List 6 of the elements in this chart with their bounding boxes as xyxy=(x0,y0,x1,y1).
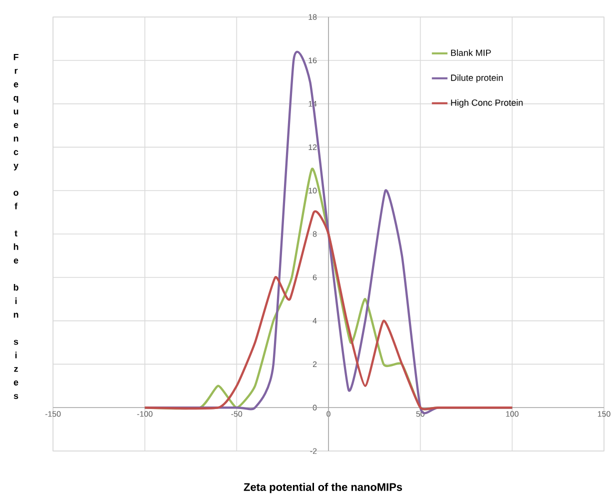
legend-label: High Conc Protein xyxy=(451,99,523,108)
x-axis-title: Zeta potential of the nanoMIPs xyxy=(244,482,402,494)
legend-label: Blank MIP xyxy=(451,49,491,56)
legend-label: Dilute protein xyxy=(451,74,503,83)
line-series xyxy=(144,211,514,410)
text: Frequency of the bin sizes xyxy=(14,54,18,399)
